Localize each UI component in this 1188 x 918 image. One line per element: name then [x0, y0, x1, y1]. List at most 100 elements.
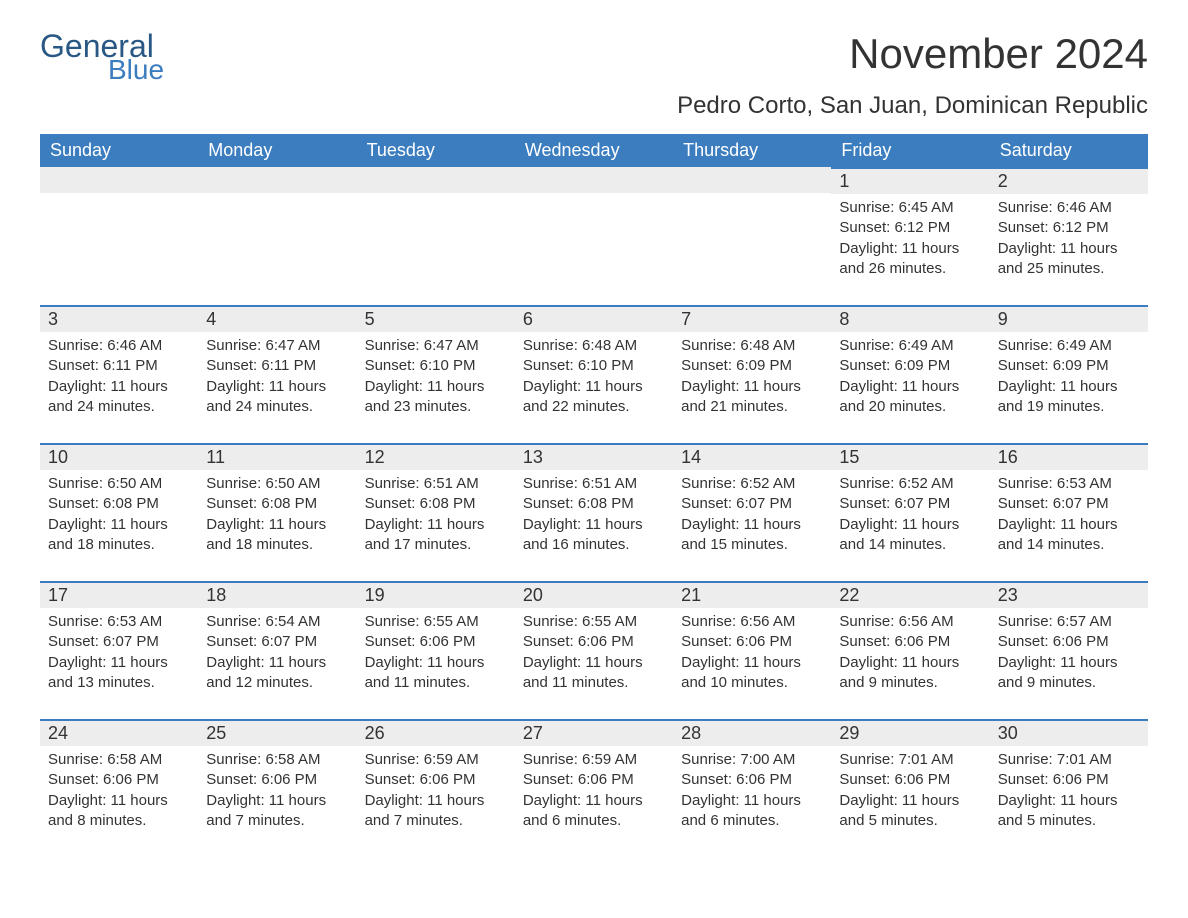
- calendar-week-row: 1Sunrise: 6:45 AMSunset: 6:12 PMDaylight…: [40, 167, 1148, 305]
- calendar-day-cell: 25Sunrise: 6:58 AMSunset: 6:06 PMDayligh…: [198, 719, 356, 857]
- daylight-line: Daylight: 11 hours and 14 minutes.: [998, 515, 1140, 556]
- day-details: Sunrise: 6:59 AMSunset: 6:06 PMDaylight:…: [515, 746, 673, 839]
- sunrise-line: Sunrise: 6:59 AM: [365, 750, 507, 770]
- sunset-line: Sunset: 6:06 PM: [839, 632, 981, 652]
- day-details: Sunrise: 6:49 AMSunset: 6:09 PMDaylight:…: [990, 332, 1148, 425]
- calendar-week-row: 3Sunrise: 6:46 AMSunset: 6:11 PMDaylight…: [40, 305, 1148, 443]
- day-details: Sunrise: 6:50 AMSunset: 6:08 PMDaylight:…: [40, 470, 198, 563]
- sunrise-line: Sunrise: 6:56 AM: [681, 612, 823, 632]
- sunrise-line: Sunrise: 7:01 AM: [998, 750, 1140, 770]
- calendar-day-cell: 19Sunrise: 6:55 AMSunset: 6:06 PMDayligh…: [357, 581, 515, 719]
- sunset-line: Sunset: 6:06 PM: [839, 770, 981, 790]
- day-number: 16: [990, 443, 1148, 470]
- daylight-line: Daylight: 11 hours and 18 minutes.: [48, 515, 190, 556]
- empty-day-bar: [673, 167, 831, 193]
- sunset-line: Sunset: 6:09 PM: [681, 356, 823, 376]
- calendar-day-cell: 10Sunrise: 6:50 AMSunset: 6:08 PMDayligh…: [40, 443, 198, 581]
- sunrise-line: Sunrise: 6:51 AM: [523, 474, 665, 494]
- sunrise-line: Sunrise: 6:47 AM: [365, 336, 507, 356]
- sunrise-line: Sunrise: 6:56 AM: [839, 612, 981, 632]
- day-details: Sunrise: 6:50 AMSunset: 6:08 PMDaylight:…: [198, 470, 356, 563]
- day-details: Sunrise: 7:01 AMSunset: 6:06 PMDaylight:…: [831, 746, 989, 839]
- sunrise-line: Sunrise: 6:50 AM: [206, 474, 348, 494]
- daylight-line: Daylight: 11 hours and 16 minutes.: [523, 515, 665, 556]
- sunrise-line: Sunrise: 6:57 AM: [998, 612, 1140, 632]
- sunset-line: Sunset: 6:12 PM: [998, 218, 1140, 238]
- day-details: Sunrise: 6:52 AMSunset: 6:07 PMDaylight:…: [673, 470, 831, 563]
- daylight-line: Daylight: 11 hours and 20 minutes.: [839, 377, 981, 418]
- day-number: 1: [831, 167, 989, 194]
- day-details: Sunrise: 6:49 AMSunset: 6:09 PMDaylight:…: [831, 332, 989, 425]
- day-details: Sunrise: 6:47 AMSunset: 6:10 PMDaylight:…: [357, 332, 515, 425]
- sunset-line: Sunset: 6:08 PM: [206, 494, 348, 514]
- sunset-line: Sunset: 6:06 PM: [998, 632, 1140, 652]
- daylight-line: Daylight: 11 hours and 25 minutes.: [998, 239, 1140, 280]
- day-number: 2: [990, 167, 1148, 194]
- daylight-line: Daylight: 11 hours and 13 minutes.: [48, 653, 190, 694]
- day-number: 28: [673, 719, 831, 746]
- calendar-day-cell: 21Sunrise: 6:56 AMSunset: 6:06 PMDayligh…: [673, 581, 831, 719]
- calendar-day-cell: 3Sunrise: 6:46 AMSunset: 6:11 PMDaylight…: [40, 305, 198, 443]
- calendar-body: 1Sunrise: 6:45 AMSunset: 6:12 PMDaylight…: [40, 167, 1148, 857]
- daylight-line: Daylight: 11 hours and 17 minutes.: [365, 515, 507, 556]
- daylight-line: Daylight: 11 hours and 23 minutes.: [365, 377, 507, 418]
- sunset-line: Sunset: 6:08 PM: [523, 494, 665, 514]
- daylight-line: Daylight: 11 hours and 6 minutes.: [681, 791, 823, 832]
- sunrise-line: Sunrise: 6:48 AM: [681, 336, 823, 356]
- sunrise-line: Sunrise: 6:49 AM: [998, 336, 1140, 356]
- calendar-day-cell: 26Sunrise: 6:59 AMSunset: 6:06 PMDayligh…: [357, 719, 515, 857]
- day-number: 29: [831, 719, 989, 746]
- day-details: Sunrise: 7:01 AMSunset: 6:06 PMDaylight:…: [990, 746, 1148, 839]
- calendar-day-cell: 7Sunrise: 6:48 AMSunset: 6:09 PMDaylight…: [673, 305, 831, 443]
- day-number: 21: [673, 581, 831, 608]
- daylight-line: Daylight: 11 hours and 15 minutes.: [681, 515, 823, 556]
- day-number: 24: [40, 719, 198, 746]
- calendar-week-row: 17Sunrise: 6:53 AMSunset: 6:07 PMDayligh…: [40, 581, 1148, 719]
- daylight-line: Daylight: 11 hours and 24 minutes.: [48, 377, 190, 418]
- sunset-line: Sunset: 6:06 PM: [998, 770, 1140, 790]
- weekday-header: Sunday: [40, 134, 198, 167]
- sunset-line: Sunset: 6:06 PM: [48, 770, 190, 790]
- sunrise-line: Sunrise: 6:47 AM: [206, 336, 348, 356]
- day-number: 4: [198, 305, 356, 332]
- weekday-header: Monday: [198, 134, 356, 167]
- sunrise-line: Sunrise: 6:46 AM: [48, 336, 190, 356]
- calendar-day-cell: [515, 167, 673, 305]
- daylight-line: Daylight: 11 hours and 26 minutes.: [839, 239, 981, 280]
- daylight-line: Daylight: 11 hours and 5 minutes.: [839, 791, 981, 832]
- daylight-line: Daylight: 11 hours and 19 minutes.: [998, 377, 1140, 418]
- day-number: 18: [198, 581, 356, 608]
- calendar-week-row: 10Sunrise: 6:50 AMSunset: 6:08 PMDayligh…: [40, 443, 1148, 581]
- day-details: Sunrise: 6:45 AMSunset: 6:12 PMDaylight:…: [831, 194, 989, 287]
- day-details: Sunrise: 6:46 AMSunset: 6:12 PMDaylight:…: [990, 194, 1148, 287]
- sunset-line: Sunset: 6:07 PM: [681, 494, 823, 514]
- sunrise-line: Sunrise: 7:00 AM: [681, 750, 823, 770]
- day-number: 6: [515, 305, 673, 332]
- day-number: 20: [515, 581, 673, 608]
- calendar-day-cell: 20Sunrise: 6:55 AMSunset: 6:06 PMDayligh…: [515, 581, 673, 719]
- day-number: 14: [673, 443, 831, 470]
- sunset-line: Sunset: 6:11 PM: [48, 356, 190, 376]
- calendar-table: SundayMondayTuesdayWednesdayThursdayFrid…: [40, 134, 1148, 857]
- daylight-line: Daylight: 11 hours and 6 minutes.: [523, 791, 665, 832]
- day-details: Sunrise: 6:53 AMSunset: 6:07 PMDaylight:…: [990, 470, 1148, 563]
- sunrise-line: Sunrise: 6:52 AM: [681, 474, 823, 494]
- sunset-line: Sunset: 6:11 PM: [206, 356, 348, 376]
- daylight-line: Daylight: 11 hours and 22 minutes.: [523, 377, 665, 418]
- daylight-line: Daylight: 11 hours and 11 minutes.: [523, 653, 665, 694]
- sunrise-line: Sunrise: 6:55 AM: [523, 612, 665, 632]
- day-details: Sunrise: 6:55 AMSunset: 6:06 PMDaylight:…: [357, 608, 515, 701]
- sunrise-line: Sunrise: 7:01 AM: [839, 750, 981, 770]
- calendar-day-cell: 14Sunrise: 6:52 AMSunset: 6:07 PMDayligh…: [673, 443, 831, 581]
- daylight-line: Daylight: 11 hours and 12 minutes.: [206, 653, 348, 694]
- sunset-line: Sunset: 6:08 PM: [365, 494, 507, 514]
- calendar-day-cell: [357, 167, 515, 305]
- daylight-line: Daylight: 11 hours and 14 minutes.: [839, 515, 981, 556]
- day-number: 26: [357, 719, 515, 746]
- calendar-day-cell: 24Sunrise: 6:58 AMSunset: 6:06 PMDayligh…: [40, 719, 198, 857]
- calendar-day-cell: 9Sunrise: 6:49 AMSunset: 6:09 PMDaylight…: [990, 305, 1148, 443]
- calendar-day-cell: 6Sunrise: 6:48 AMSunset: 6:10 PMDaylight…: [515, 305, 673, 443]
- day-number: 9: [990, 305, 1148, 332]
- sunrise-line: Sunrise: 6:54 AM: [206, 612, 348, 632]
- calendar-week-row: 24Sunrise: 6:58 AMSunset: 6:06 PMDayligh…: [40, 719, 1148, 857]
